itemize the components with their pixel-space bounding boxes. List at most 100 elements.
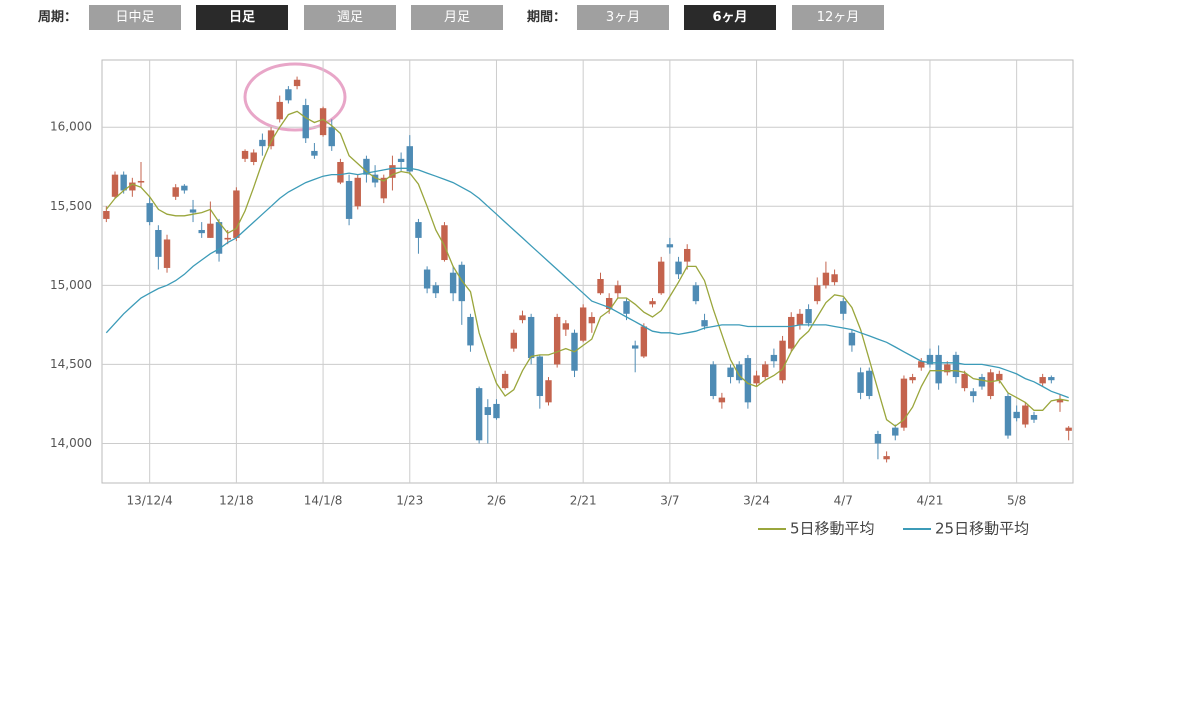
y-tick-label: 15,500 [50,199,92,213]
candle-body [397,158,405,162]
candle-body [918,361,925,368]
candle-body [926,354,934,365]
candle-body [129,182,136,191]
candle-body [311,150,318,156]
candle-body [146,203,153,223]
candle-body [449,272,457,294]
candle-body [1013,411,1020,419]
candle-body [692,285,700,302]
candle-body [623,301,630,314]
candle-body [363,158,370,175]
candle-body [935,354,942,384]
candle-body [588,316,596,324]
candle-body [241,150,249,159]
candle-body [189,209,197,213]
candle-body [970,391,977,397]
moving-average-line [105,110,1069,427]
candle-body [458,264,465,302]
candle-body [831,274,838,283]
candle-body [762,364,769,378]
x-tick-label: 13/12/4 [127,494,173,508]
range-button[interactable]: 12ヶ月 [792,5,884,30]
candle-body [892,427,899,436]
candle-body [1065,427,1072,431]
candle-body [978,377,986,387]
candle-body [432,285,439,294]
x-tick-label: 2/6 [487,494,506,508]
candle-body [553,316,561,365]
candle-body [631,345,639,349]
candle-body [319,108,327,136]
candle-body [467,316,474,346]
candle-body [779,340,786,381]
candle-body [302,105,309,139]
range-button[interactable]: 6ヶ月 [684,5,776,30]
moving-average-line [105,167,1069,399]
candle-body [285,89,292,101]
candle-body [259,139,266,147]
candle-body [640,326,648,357]
candle-body [441,225,448,261]
candle-body [345,180,353,219]
candle-body [120,174,127,191]
candle-body [952,354,960,378]
x-tick-label: 3/24 [743,494,770,508]
candle-body [1030,415,1038,420]
x-tick-label: 4/7 [834,494,853,508]
page: 周期： 日中足 日足 週足 月足 期間： 3ヶ月 6ヶ月 12ヶ月 14,000 14,500 15… [38,5,1074,538]
candle-body [475,388,483,441]
x-tick-label: 14/1/8 [304,494,343,508]
candle-body [657,261,665,294]
candle-body [545,380,552,403]
legend-label: 5日移動平均 [790,520,875,538]
candle-body [181,185,188,191]
candle-body [675,261,682,275]
candle-body [501,373,509,389]
candle-body [944,364,951,373]
candle-body [1056,399,1064,403]
candle-body [1004,396,1012,436]
candle-body [267,130,275,147]
candle-body [718,397,726,403]
candle-body [562,323,570,330]
x-tick-label: 5/8 [1007,494,1026,508]
x-tick-label: 2/21 [570,494,597,508]
x-tick-label: 4/21 [916,494,943,508]
candle-body [493,403,500,419]
candle-body [155,229,162,257]
period-button[interactable]: 週足 [304,5,396,30]
x-tick-label: 12/18 [219,494,254,508]
candle-body [1048,377,1055,381]
candle-body [736,364,743,381]
candle-body [684,248,691,262]
candle-body [788,316,795,349]
candle-body [579,307,587,341]
period-button[interactable]: 日中足 [89,5,181,30]
range-button[interactable]: 3ヶ月 [577,5,669,30]
legend-label: 25日移動平均 [935,520,1029,538]
candle-body [727,367,734,378]
candle-body [649,301,656,305]
candle-body [883,456,890,460]
candle-body [293,79,301,87]
candle-body [371,174,379,183]
candle-body [866,370,873,397]
y-tick-label: 15,000 [50,278,92,292]
candle-body [909,377,916,381]
y-tick-label: 14,500 [50,357,92,371]
candle-body [805,309,812,324]
candle-body [814,285,821,302]
candle-body [900,378,908,428]
candle-body [996,373,1003,381]
period-label: 周期： [38,10,78,25]
y-tick-label: 14,000 [50,436,92,450]
candle-body [536,356,544,397]
candle-body [224,237,231,240]
candle-body [840,301,847,314]
candle-body [233,190,240,238]
candle-body [614,285,622,294]
period-button[interactable]: 日足 [196,5,288,30]
candle-body [172,187,179,197]
plot-frame [101,59,1074,484]
period-button[interactable]: 月足 [411,5,503,30]
